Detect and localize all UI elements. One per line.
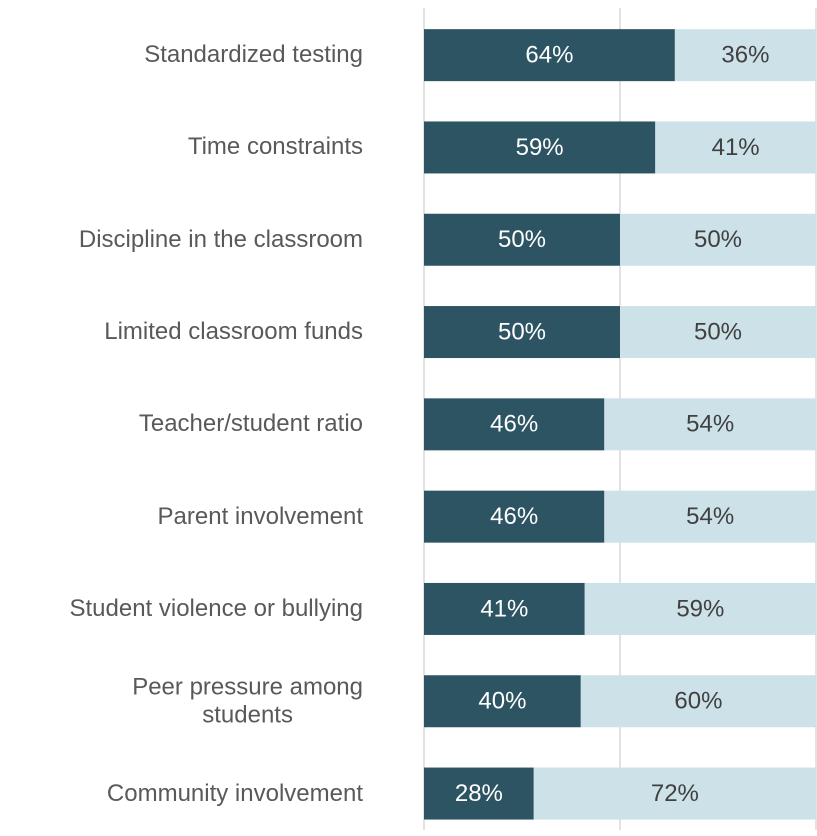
value-label: 50%	[498, 226, 546, 253]
value-label: 72%	[651, 780, 699, 807]
value-label: 50%	[694, 318, 742, 345]
category-label: Standardized testing	[144, 41, 363, 69]
value-label: 40%	[478, 688, 526, 715]
value-label: 28%	[455, 780, 503, 807]
bar-segment	[424, 306, 620, 359]
bar-segment	[620, 213, 816, 266]
value-label: 64%	[525, 41, 573, 68]
bar-segment	[655, 121, 816, 174]
bar-segment	[424, 490, 605, 543]
value-label: 54%	[686, 411, 734, 438]
bar-segment	[620, 306, 816, 359]
bar-segment	[674, 29, 816, 82]
value-label: 59%	[516, 134, 564, 161]
value-label: 54%	[686, 503, 734, 530]
bar-segment	[533, 767, 816, 820]
category-label: Student violence or bullying	[69, 595, 363, 623]
category-label: Time constraints	[187, 133, 363, 161]
value-label: 60%	[674, 688, 722, 715]
bar-segment	[424, 213, 620, 266]
value-label: 50%	[498, 318, 546, 345]
bar-segment	[424, 29, 675, 82]
category-label: Peer pressure among students	[132, 673, 363, 729]
value-label: 46%	[490, 411, 538, 438]
bar-segment	[424, 582, 585, 635]
value-label: 41%	[480, 595, 528, 622]
category-label: Community involvement	[106, 779, 363, 807]
value-label: 50%	[694, 226, 742, 253]
bar-segment	[424, 767, 534, 820]
bar-segment	[604, 490, 816, 543]
category-label: Parent involvement	[157, 502, 363, 530]
bar-segment	[424, 121, 656, 174]
bar-segment	[604, 398, 816, 451]
value-label: 41%	[712, 134, 760, 161]
category-label: Discipline in the classroom	[78, 225, 363, 253]
category-label: Limited classroom funds	[104, 318, 363, 346]
bar-segment	[424, 398, 605, 451]
value-label: 36%	[721, 41, 769, 68]
bar-segment	[580, 675, 816, 728]
bar-segment	[584, 582, 816, 635]
category-label: Teacher/student ratio	[138, 410, 363, 438]
value-label: 46%	[490, 503, 538, 530]
bar-segment	[424, 675, 581, 728]
value-label: 59%	[676, 595, 724, 622]
